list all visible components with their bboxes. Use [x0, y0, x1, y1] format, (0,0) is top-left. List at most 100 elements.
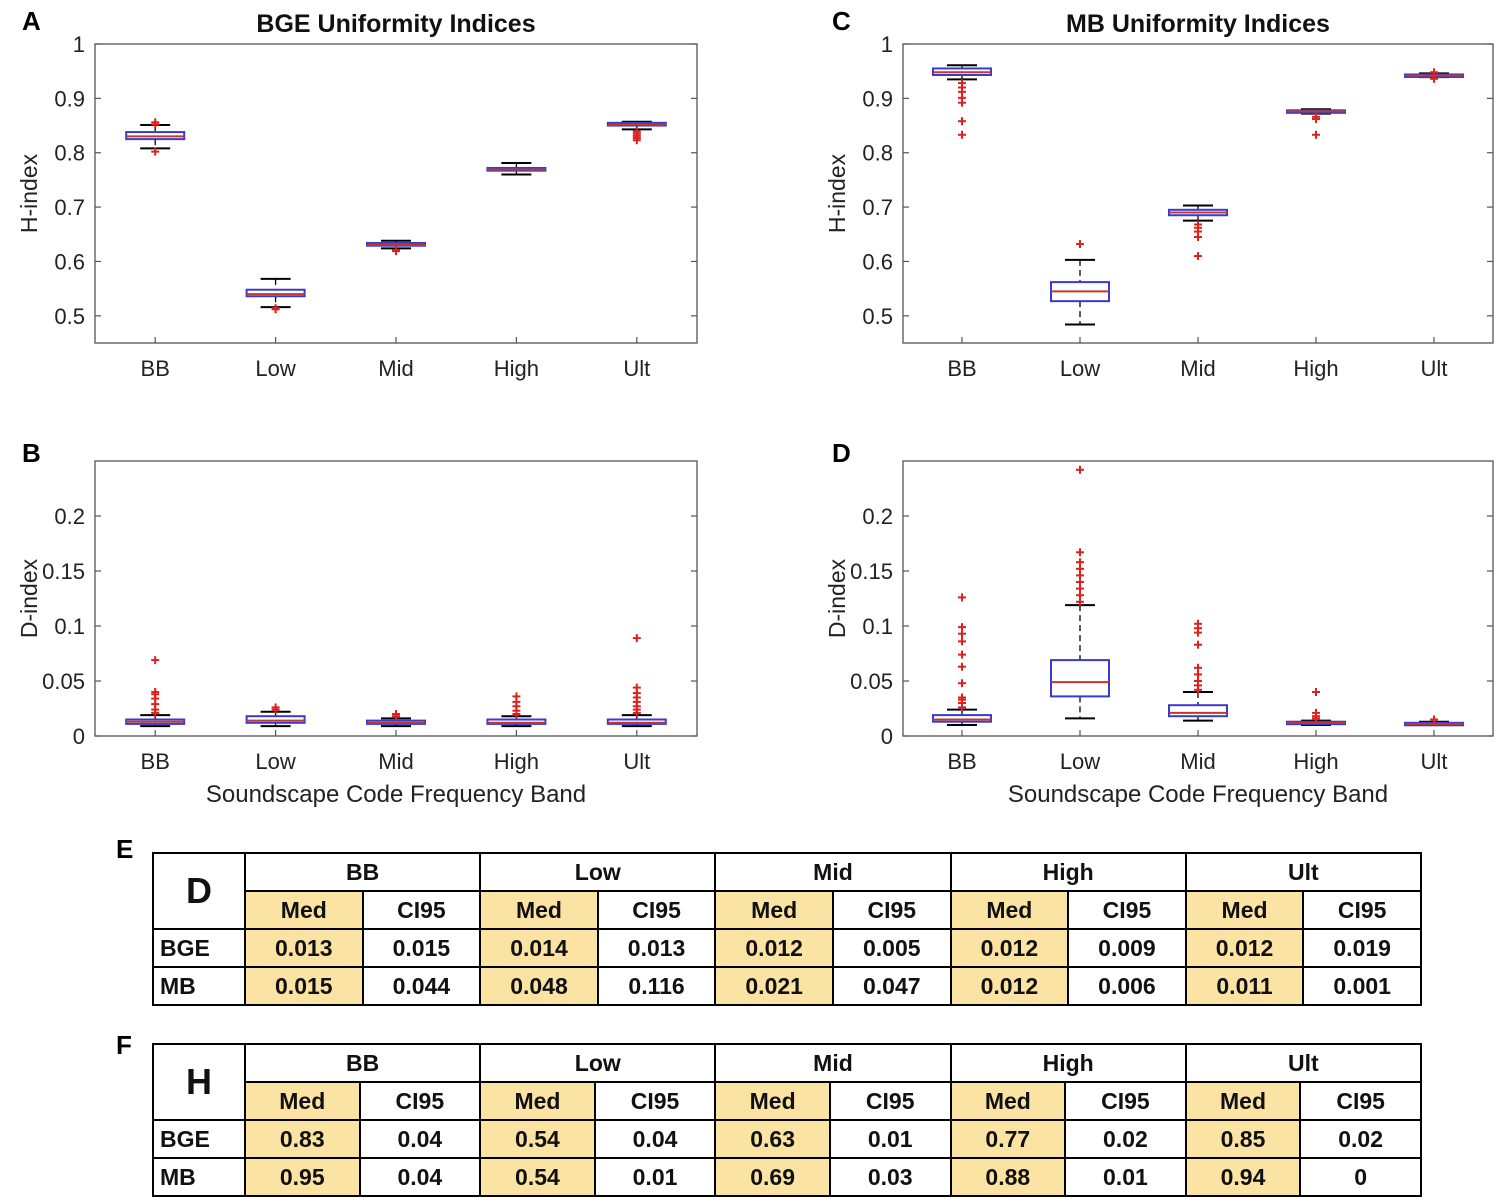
band-header: Ult [1184, 852, 1423, 892]
row-label: BGE [152, 928, 246, 968]
chart-title: BGE Uniformity Indices [256, 10, 535, 38]
plot-frame [902, 43, 1494, 344]
ci95-value: 0.006 [1067, 966, 1187, 1006]
box-low [1050, 240, 1110, 326]
med-header: Med [244, 1081, 361, 1121]
ci95-header: CI95 [1067, 890, 1187, 930]
median-value: 0.85 [1184, 1119, 1302, 1159]
x-tick-label: Mid [1180, 356, 1215, 381]
panel-label-f: F [116, 1030, 132, 1060]
band-header: Ult [1184, 1043, 1423, 1083]
med-header: Med [714, 1081, 831, 1121]
iqr-box [1168, 704, 1228, 718]
ci95-value: 0.01 [828, 1119, 952, 1159]
ci95-header: CI95 [593, 1081, 717, 1121]
h-index-table: H BB Low Mid High Ult Med CI95 Med CI95 Med CI95 Med… [152, 1043, 1423, 1197]
chart-b: 0 0.05 0.1 0.15 0.2 BB Low Mid High Ult D-index Sou… [16, 460, 698, 808]
outlier-marker [958, 679, 966, 688]
ci95-value: 0.005 [831, 928, 952, 968]
ci95-value: 0.04 [358, 1119, 482, 1159]
outlier-marker [1194, 663, 1202, 672]
y-tick-label: 0.2 [862, 504, 893, 529]
ci95-value: 0.015 [361, 928, 482, 968]
chart-d: 0 0.05 0.1 0.15 0.2 BB Low Mid High Ult D-index Sou… [824, 460, 1494, 808]
y-axis-label: H-index [824, 153, 850, 233]
outlier-marker [1430, 715, 1438, 724]
x-tick-label: BB [947, 356, 976, 381]
median-value: 0.012 [714, 928, 834, 968]
median-value: 0.83 [244, 1119, 361, 1159]
y-tick-label: 0.15 [42, 559, 85, 584]
med-header: Med [1184, 890, 1305, 930]
iqr-box [1050, 659, 1110, 698]
iqr-box [932, 714, 992, 723]
y-tick-label: 0.5 [54, 304, 85, 329]
box-mid [366, 239, 426, 256]
outlier-marker [958, 130, 966, 139]
y-tick-label: 0.1 [54, 614, 85, 639]
outlier-marker [958, 79, 966, 88]
median-value: 0.95 [244, 1157, 361, 1197]
plot-frame [94, 460, 698, 737]
ci95-value: 0.013 [596, 928, 717, 968]
box-low [245, 703, 306, 728]
y-tick-label: 0.1 [862, 614, 893, 639]
y-tick-label: 0.9 [862, 86, 893, 111]
med-header: Med [714, 890, 834, 930]
y-tick-label: 0.6 [54, 249, 85, 274]
x-tick-label: BB [141, 356, 170, 381]
iqr-box [486, 718, 547, 725]
outlier-marker [1312, 130, 1320, 139]
outlier-marker [958, 117, 966, 126]
y-axis-label: H-index [16, 153, 42, 233]
ci95-value: 0.001 [1302, 966, 1422, 1006]
outlier-marker [151, 656, 160, 665]
ci95-header: CI95 [1299, 1081, 1422, 1121]
band-header: Mid [714, 1043, 952, 1083]
y-axis-label: D-index [824, 558, 850, 638]
median-value: 0.77 [949, 1119, 1067, 1159]
outlier-marker [271, 703, 280, 712]
outlier-marker [958, 637, 966, 646]
y-tick-label: 0.6 [862, 249, 893, 274]
median-value: 0.88 [949, 1157, 1067, 1197]
median-value: 0.013 [244, 928, 364, 968]
box-ult [606, 120, 667, 145]
table-corner-label: D [152, 852, 246, 930]
ci95-value: 0.047 [831, 966, 952, 1006]
med-header: Med [1184, 1081, 1302, 1121]
x-tick-label: Mid [378, 749, 413, 774]
ci95-header: CI95 [596, 890, 717, 930]
chart-title: MB Uniformity Indices [1066, 10, 1330, 38]
outlier-marker [632, 634, 641, 643]
ci95-value: 0.116 [596, 966, 717, 1006]
ci95-header: CI95 [828, 1081, 952, 1121]
median-value: 0.015 [244, 966, 364, 1006]
outlier-marker [1194, 252, 1202, 261]
box-bb [125, 118, 186, 156]
outlier-marker [512, 692, 521, 701]
box-high [486, 162, 547, 176]
ci95-value: 0.03 [828, 1157, 952, 1197]
med-header: Med [949, 890, 1070, 930]
ci95-value: 0.044 [361, 966, 482, 1006]
x-tick-label: Mid [378, 356, 413, 381]
ci95-header: CI95 [831, 890, 952, 930]
y-axis-label: D-index [16, 558, 42, 638]
median-value: 0.014 [479, 928, 599, 968]
iqr-box [606, 718, 667, 725]
y-tick-label: 0 [73, 724, 85, 749]
chart-c: 0.5 0.6 0.7 0.8 0.9 1 BB Low Mid High Ult MB Unifor… [824, 10, 1494, 381]
x-tick-label: BB [947, 749, 976, 774]
outlier-marker [392, 710, 400, 718]
box-bb [932, 593, 992, 726]
x-tick-label: High [1293, 356, 1338, 381]
median-value: 0.54 [479, 1157, 596, 1197]
x-axis-label: Soundscape Code Frequency Band [206, 781, 586, 808]
outlier-marker [151, 147, 160, 156]
table-corner-label: H [152, 1043, 246, 1121]
median-value: 0.048 [479, 966, 599, 1006]
outlier-marker [392, 246, 400, 255]
y-tick-label: 0.7 [54, 195, 85, 220]
chart-a: 0.5 0.6 0.7 0.8 0.9 1 BB Low Mid High Ult BGE Unifo… [16, 10, 698, 381]
